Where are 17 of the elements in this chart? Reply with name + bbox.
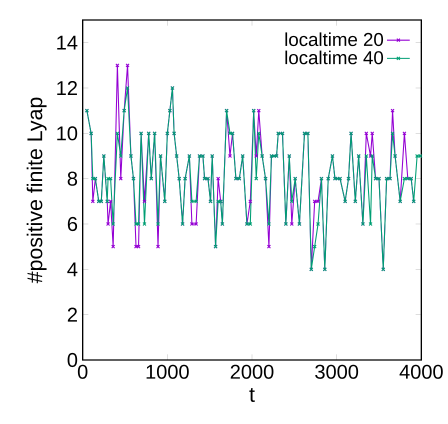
y-tick-label: 12 [57, 81, 77, 95]
y-tick-label: 6 [68, 216, 78, 232]
x-axis-title: t [249, 388, 255, 402]
y-tick-label: 8 [68, 172, 78, 186]
y-tick-label: 14 [57, 36, 78, 50]
y-tick-label: 4 [67, 262, 78, 276]
x-tick-label: 4000 [400, 364, 443, 379]
x-tick-label: 2000 [230, 364, 274, 379]
y-axis-title: #positive finite Lyap [26, 98, 47, 284]
x-tick-label: 3000 [315, 364, 358, 379]
x-tick-label: 0 [78, 364, 88, 379]
y-tick-label: 0 [68, 352, 78, 368]
legend-label: localtime 40 [285, 50, 384, 64]
y-tick-label: 10 [57, 126, 78, 140]
y-tick-label: 2 [68, 308, 77, 322]
x-tick-label: 1000 [146, 364, 189, 379]
legend-label: localtime 20 [285, 32, 384, 46]
